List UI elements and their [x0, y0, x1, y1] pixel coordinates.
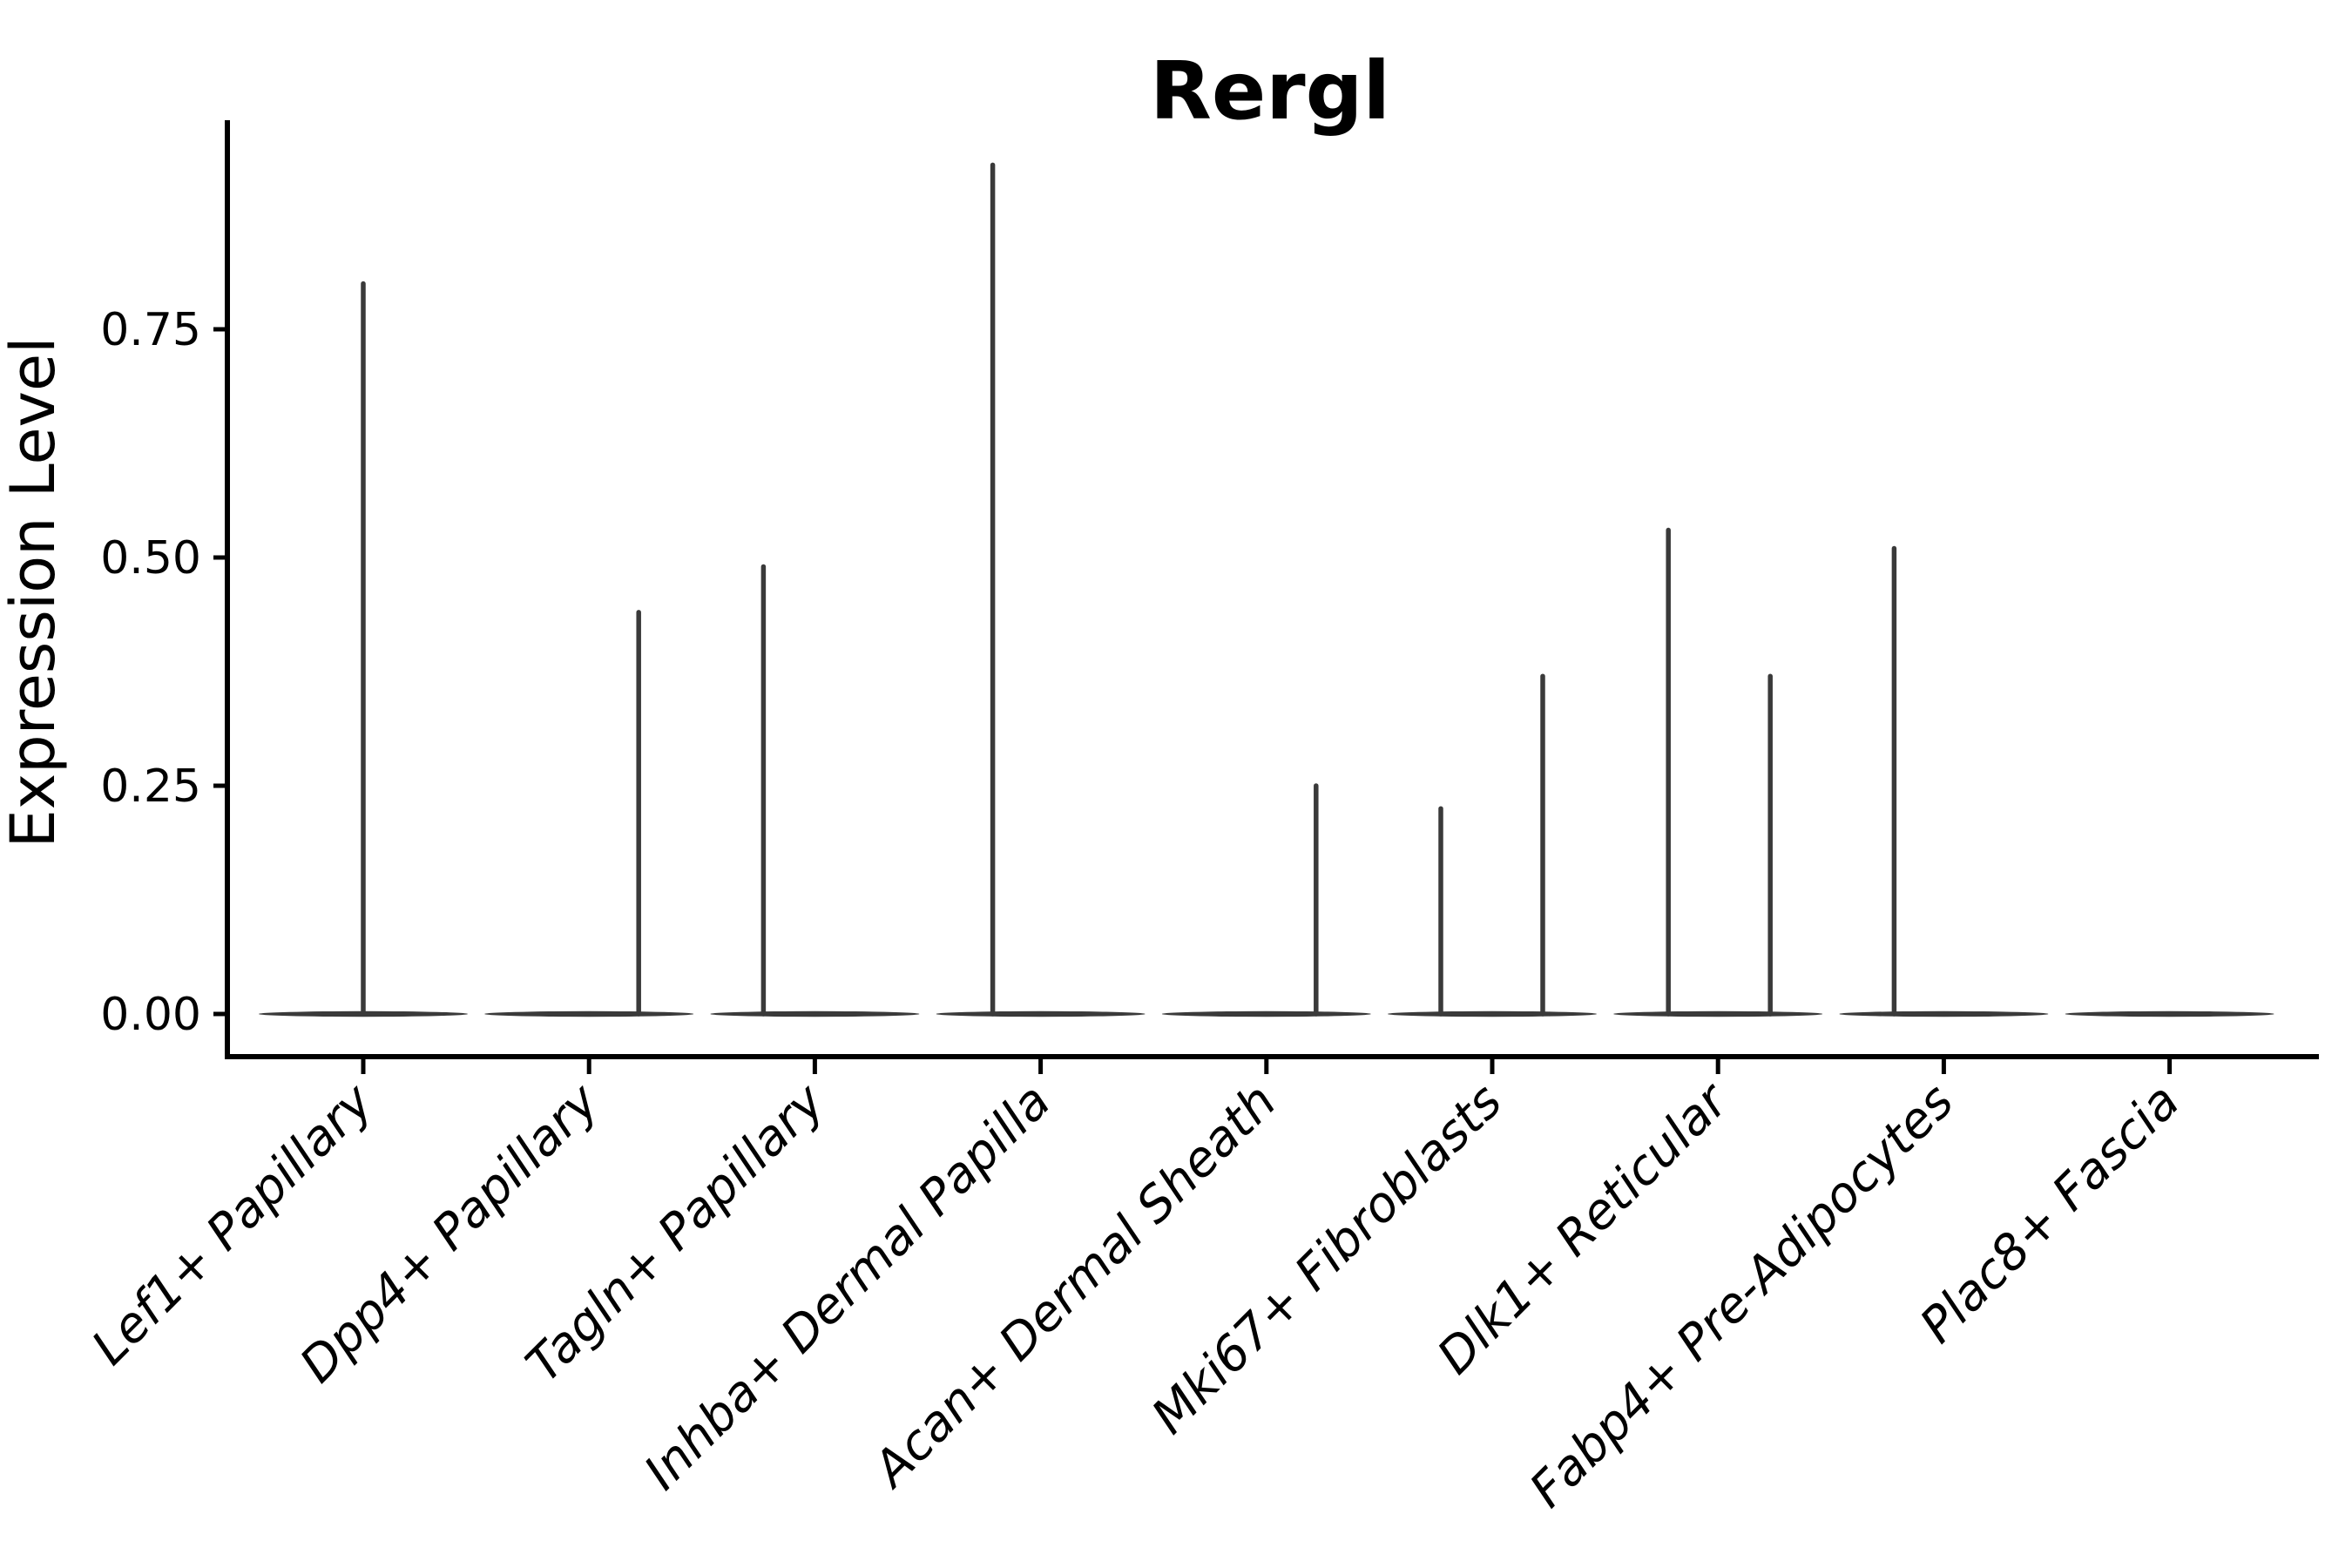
x-tick-label: Acan+ Dermal Sheath: [862, 1073, 1288, 1499]
violin-base: [484, 1010, 694, 1017]
y-tick-label: 0.75: [100, 304, 201, 356]
y-axis-label: Expression Level: [0, 336, 69, 848]
violin-base: [1388, 1010, 1597, 1017]
x-tick-label: Fabp4+ Pre-Adipocytes: [1519, 1073, 1964, 1518]
y-tick-label: 0.25: [100, 760, 201, 813]
x-tick-label: Inhba+ Dermal Papilla: [633, 1073, 1061, 1501]
violin-base: [936, 1010, 1146, 1017]
chart-title: Rergl: [1150, 44, 1390, 138]
violin-base: [710, 1010, 920, 1017]
violin-base: [1161, 1010, 1371, 1017]
violin-base: [1613, 1010, 1823, 1017]
violin-base: [2065, 1010, 2274, 1017]
y-tick-label: 0.00: [100, 989, 201, 1041]
violin-base: [1839, 1010, 2049, 1017]
y-tick-label: 0.50: [100, 532, 201, 585]
